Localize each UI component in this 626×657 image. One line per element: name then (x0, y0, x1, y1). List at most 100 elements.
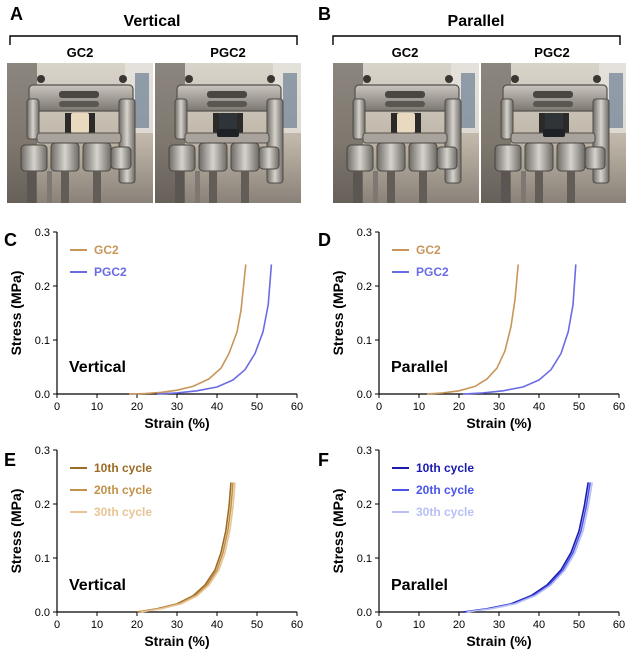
panel-letter-a: A (10, 4, 23, 24)
annotation-d: Parallel (391, 359, 448, 376)
panel-a-label-pgc2: PGC2 (210, 45, 245, 60)
panel-a-title: Vertical (124, 13, 181, 30)
x-tick-label-d: 30 (493, 401, 505, 413)
panel-letter-b: B (318, 4, 331, 24)
panel-letter-e: E (4, 450, 16, 470)
y-tick-label-d: 0.0 (357, 389, 372, 401)
annotation-f: Parallel (391, 577, 448, 594)
x-tick-label-c: 50 (251, 401, 263, 413)
y-tick-label-e: 0.2 (35, 499, 50, 511)
series-line-e-0 (136, 482, 232, 613)
x-tick-label-c: 30 (171, 401, 183, 413)
panel-letter-c: C (4, 230, 17, 250)
x-tick-label-f: 10 (413, 619, 425, 631)
series-line-e-2 (140, 482, 236, 613)
legend-label-e-0: 10th cycle (94, 461, 152, 475)
x-axis-label-e: Strain (%) (144, 633, 209, 649)
x-tick-label-f: 20 (453, 619, 465, 631)
photo-b-gc2 (333, 63, 479, 203)
x-tick-label-d: 20 (453, 401, 465, 413)
x-tick-label-e: 50 (251, 619, 263, 631)
legend-label-d-0: GC2 (416, 243, 441, 257)
y-tick-label-c: 0.1 (35, 335, 50, 347)
annotation-c: Vertical (69, 359, 126, 376)
x-tick-label-d: 60 (613, 401, 625, 413)
legend-label-f-1: 20th cycle (416, 483, 474, 497)
y-tick-label-c: 0.3 (35, 227, 50, 239)
x-tick-label-e: 30 (171, 619, 183, 631)
x-axis-label-d: Strain (%) (466, 415, 531, 431)
series-line-d-0 (426, 264, 519, 395)
x-tick-label-c: 60 (291, 401, 303, 413)
legend-label-e-1: 20th cycle (94, 483, 152, 497)
panel-a-label-gc2: GC2 (67, 45, 94, 60)
y-tick-label-d: 0.1 (357, 335, 372, 347)
x-tick-label-e: 10 (91, 619, 103, 631)
y-tick-label-f: 0.0 (357, 607, 372, 619)
x-tick-label-c: 0 (54, 401, 60, 413)
chart-d: D 0 10 20 30 40 50 60 0.0 0.1 0.2 0.3 Strain (%) Stre… (318, 227, 625, 431)
y-axis-label-d: Stress (MPa) (330, 271, 346, 356)
legend-label-c-0: GC2 (94, 243, 119, 257)
y-tick-label-f: 0.2 (357, 499, 372, 511)
chart-e: E 0 10 20 30 40 50 60 0.0 0.1 0.2 0.3 Strain (%) Stre… (4, 445, 303, 649)
x-tick-label-c: 40 (211, 401, 223, 413)
panel-b-title: Parallel (448, 13, 505, 30)
x-tick-label-c: 20 (131, 401, 143, 413)
x-tick-label-e: 40 (211, 619, 223, 631)
y-tick-label-f: 0.1 (357, 553, 372, 565)
panel-b-label-gc2: GC2 (392, 45, 419, 60)
x-tick-label-f: 50 (573, 619, 585, 631)
y-axis-label-f: Stress (MPa) (330, 489, 346, 574)
series-line-e-1 (138, 482, 234, 613)
chart-f: F 0 10 20 30 40 50 60 0.0 0.1 0.2 0.3 Strain (%) Stre… (318, 445, 625, 649)
x-tick-label-d: 0 (376, 401, 382, 413)
y-tick-label-c: 0.2 (35, 281, 50, 293)
photo-a-pgc2 (155, 63, 301, 203)
y-axis-label-c: Stress (MPa) (8, 271, 24, 356)
legend-label-e-2: 30th cycle (94, 505, 152, 519)
panel-b-label-pgc2: PGC2 (534, 45, 569, 60)
y-tick-label-d: 0.2 (357, 281, 372, 293)
y-tick-label-e: 0.1 (35, 553, 50, 565)
legend-label-f-0: 10th cycle (416, 461, 474, 475)
y-tick-label-c: 0.0 (35, 389, 50, 401)
x-tick-label-f: 0 (376, 619, 382, 631)
series-line-f-2 (466, 482, 593, 613)
x-axis-label-c: Strain (%) (144, 415, 209, 431)
panel-b-bracket (332, 35, 621, 45)
chart-c: C 0 10 20 30 40 50 60 0.0 0.1 0.2 0.3 Strain (%) Stre… (4, 227, 303, 431)
series-line-f-0 (462, 482, 589, 613)
charts-group: C 0 10 20 30 40 50 60 0.0 0.1 0.2 0.3 Strain (%) Stre… (4, 227, 625, 649)
series-line-d-1 (462, 264, 577, 395)
legend-label-f-2: 30th cycle (416, 505, 474, 519)
x-tick-label-e: 0 (54, 619, 60, 631)
y-tick-label-e: 0.3 (35, 445, 50, 457)
x-tick-label-f: 30 (493, 619, 505, 631)
legend-label-d-1: PGC2 (416, 265, 449, 279)
x-tick-label-e: 20 (131, 619, 143, 631)
y-tick-label-e: 0.0 (35, 607, 50, 619)
panel-letter-f: F (318, 450, 329, 470)
series-line-f-1 (464, 482, 591, 613)
y-tick-label-f: 0.3 (357, 445, 372, 457)
panel-letter-d: D (318, 230, 331, 250)
y-tick-label-d: 0.3 (357, 227, 372, 239)
x-tick-label-f: 60 (613, 619, 625, 631)
x-axis-label-f: Strain (%) (466, 633, 531, 649)
x-tick-label-e: 60 (291, 619, 303, 631)
photo-b-pgc2 (481, 63, 626, 203)
x-tick-label-d: 10 (413, 401, 425, 413)
x-tick-label-d: 50 (573, 401, 585, 413)
x-tick-label-f: 40 (533, 619, 545, 631)
legend-label-c-1: PGC2 (94, 265, 127, 279)
y-axis-label-e: Stress (MPa) (8, 489, 24, 574)
photo-a-gc2 (7, 63, 153, 203)
series-line-c-1 (156, 264, 273, 395)
series-line-c-0 (128, 264, 247, 395)
panel-a-bracket (9, 35, 298, 45)
x-tick-label-d: 40 (533, 401, 545, 413)
annotation-e: Vertical (69, 577, 126, 594)
x-tick-label-c: 10 (91, 401, 103, 413)
